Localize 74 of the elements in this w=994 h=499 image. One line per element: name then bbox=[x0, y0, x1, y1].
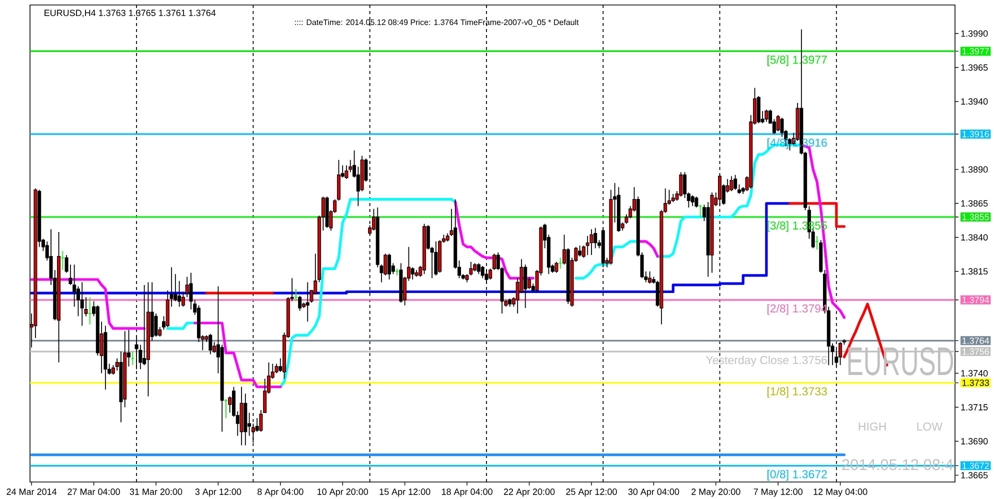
candlestick bbox=[306, 282, 310, 322]
candlestick bbox=[395, 268, 399, 276]
x-tick-label: 25 Apr 12:00 bbox=[566, 488, 617, 497]
x-tick-label: 15 Apr 12:00 bbox=[380, 488, 430, 497]
candlestick bbox=[224, 398, 228, 419]
candlestick bbox=[130, 351, 134, 366]
x-tick-label: 31 Mar 20:00 bbox=[130, 488, 182, 495]
y-tick-label: 1.3665 bbox=[961, 472, 988, 478]
candlestick bbox=[255, 418, 259, 432]
x-tick-label: 3 Apr 12:00 bbox=[195, 488, 242, 497]
candlestick bbox=[679, 172, 683, 198]
y-tick-label: 1.3672 bbox=[962, 462, 989, 469]
ref-line-label: [0/8] 1.3672 bbox=[768, 470, 827, 481]
candlestick bbox=[780, 117, 784, 138]
y-tick-label: 1.3865 bbox=[961, 200, 988, 207]
candlestick bbox=[648, 270, 652, 284]
y-tick-label: 1.3815 bbox=[961, 268, 988, 275]
y-tick-label: 1.3890 bbox=[961, 166, 988, 173]
candlestick bbox=[410, 266, 414, 280]
candlestick bbox=[694, 196, 698, 208]
x-tick-label: 7 May 12:00 bbox=[754, 488, 802, 497]
candlestick bbox=[698, 204, 702, 218]
candlestick bbox=[298, 295, 302, 312]
y-tick-label: 1.3965 bbox=[961, 64, 988, 71]
text: :::: DateTime: 2014.05.12 08:49 Price: 1.3764 TimeFrame-2007-v0_05 * Default bbox=[295, 19, 579, 27]
y-tick-label: 1.3794 bbox=[962, 296, 990, 304]
annotation: LOW bbox=[917, 422, 942, 431]
y-tick-label: 1.3855 bbox=[962, 214, 989, 220]
x-tick-label: 27 Mar 04:00 bbox=[68, 488, 120, 495]
candlestick bbox=[476, 262, 480, 275]
candlestick bbox=[72, 264, 76, 308]
y-tick-label: 1.3940 bbox=[961, 98, 988, 105]
x-tick-label: 30 Apr 04:00 bbox=[628, 488, 680, 497]
x-tick-label: 10 Apr 20:00 bbox=[318, 488, 368, 497]
candlestick bbox=[388, 253, 392, 280]
y-tick-label: 1.3764 bbox=[962, 337, 990, 344]
y-tick-label: 1.3977 bbox=[962, 48, 989, 54]
y-tick-label: 1.3733 bbox=[962, 380, 989, 386]
x-tick-label: 2 May 20:00 bbox=[692, 488, 740, 497]
candlestick bbox=[815, 236, 819, 250]
candlestick bbox=[730, 176, 734, 192]
y-tick-label: 1.3756 bbox=[962, 348, 989, 355]
candlestick bbox=[554, 261, 558, 274]
chart-title: EURUSD,H4 1.3763 1.3765 1.3761 1.3764 bbox=[44, 10, 216, 18]
candlestick bbox=[208, 333, 212, 355]
x-tick-label: 22 Apr 20:00 bbox=[504, 488, 555, 497]
candlestick bbox=[590, 228, 594, 256]
x-tick-label: 8 Apr 04:00 bbox=[258, 488, 304, 497]
ref-line-label: [1/8] 1.3733 bbox=[768, 386, 827, 398]
candlestick bbox=[734, 174, 738, 190]
y-tick-label: 1.3990 bbox=[961, 30, 988, 37]
y-tick-label: 1.3715 bbox=[961, 404, 988, 410]
candlestick bbox=[524, 264, 528, 308]
candlestick bbox=[189, 272, 193, 310]
x-tick-label: 12 May 04:00 bbox=[814, 488, 868, 497]
y-tick-label: 1.3740 bbox=[961, 370, 988, 376]
ref-line-label: Yesterday Close 1.3756 bbox=[706, 356, 827, 366]
candlestick bbox=[294, 288, 298, 302]
annotation: EURUSD bbox=[848, 347, 954, 376]
y-tick-label: 1.3690 bbox=[961, 438, 988, 444]
x-tick-label: 18 Apr 04:00 bbox=[442, 488, 492, 497]
candlestick bbox=[434, 241, 438, 276]
x-tick-label: 24 Mar 2014 bbox=[6, 488, 57, 495]
annotation: HIGH bbox=[858, 422, 886, 431]
candlestick bbox=[185, 276, 189, 298]
y-tick-label: 1.3840 bbox=[961, 234, 988, 241]
candlestick bbox=[764, 109, 768, 122]
candlestick bbox=[142, 284, 146, 366]
y-tick-label: 1.3916 bbox=[962, 130, 989, 138]
candlestick bbox=[80, 282, 84, 326]
candlestick bbox=[578, 245, 582, 257]
candlestick bbox=[154, 313, 158, 338]
candlestick bbox=[690, 194, 694, 207]
candlestick bbox=[88, 296, 92, 325]
